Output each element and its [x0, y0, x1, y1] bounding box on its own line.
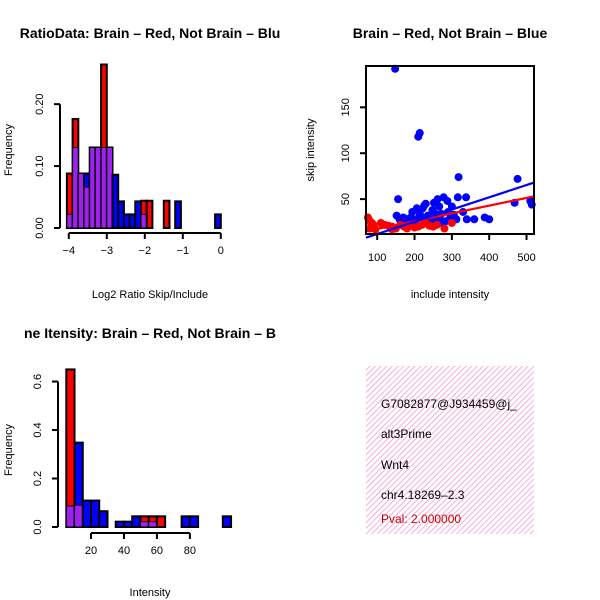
x-tick-label: 20	[85, 545, 97, 557]
histogram-bar	[188, 515, 200, 528]
genomic-location: chr4.18269–2.3	[381, 488, 465, 502]
histogram-bar	[145, 199, 154, 229]
ratio-histogram-axes: −4 −3 −2 −1 0 0.00 0.10 0.20	[34, 93, 224, 257]
ratio-histogram-title: RatioData: Brain – Red, Not Brain – Blu	[20, 25, 281, 41]
histogram-bar	[122, 520, 134, 529]
fit-line	[365, 195, 535, 233]
scatter-point	[440, 224, 449, 233]
y-tick-label: 0.10	[34, 155, 46, 176]
scatter-points	[363, 64, 536, 239]
scatter-title: Brain – Red, Not Brain – Blue	[353, 25, 548, 41]
scatter-xlabel: include intensity	[411, 289, 490, 301]
histogram-bar	[180, 515, 191, 528]
intensity-histogram-title: ne Itensity: Brain – Red, Not Brain – B	[24, 325, 276, 341]
histogram-bar	[174, 200, 182, 229]
x-tick-label: 500	[517, 252, 535, 264]
x-tick-label: 0	[218, 245, 224, 257]
scatter-ylabel: skip intensity	[305, 118, 317, 181]
x-tick-label: 400	[480, 252, 498, 264]
intensity-histogram-xlabel: Intensity	[130, 587, 171, 599]
histogram-bar	[214, 213, 222, 229]
y-tick-label: 0.00	[34, 217, 46, 238]
ratio-histogram: RatioData: Brain – Red, Not Brain – Blu …	[3, 25, 280, 301]
histogram-bar	[90, 499, 101, 528]
fit-line	[365, 181, 535, 239]
y-tick-label: 0.4	[32, 422, 44, 437]
ratio-histogram-bars	[65, 63, 222, 230]
histogram-bar	[221, 515, 233, 528]
histogram-bar	[114, 520, 125, 529]
scatter-axes: 100 200 300 400 500 50 100 150	[340, 65, 536, 264]
gene-name: Wnt4	[381, 458, 409, 472]
intensity-histogram: ne Itensity: Brain – Red, Not Brain – B …	[3, 325, 276, 599]
histogram-bar-overlap	[148, 521, 158, 528]
x-tick-label: 60	[151, 545, 163, 557]
scatter-point	[435, 202, 444, 211]
y-tick-label: 0.0	[32, 519, 44, 534]
scatter-frame	[365, 65, 535, 235]
histogram-bar-overlap	[74, 504, 84, 528]
histogram-bar	[98, 510, 109, 529]
intensity-histogram-ylabel: Frequency	[3, 424, 15, 476]
ratio-histogram-xlabel: Log2 Ratio Skip/Include	[92, 289, 208, 301]
y-tick-label: 0.6	[32, 374, 44, 389]
scatter-point	[470, 215, 479, 224]
scatter-point	[447, 218, 456, 227]
scatter-point	[462, 193, 471, 202]
histogram-bar	[131, 515, 142, 528]
pvalue: Pval: 2.000000	[381, 512, 461, 526]
x-tick-label: 200	[405, 252, 423, 264]
scatter-point	[462, 215, 471, 224]
intensity-histogram-axes: 20 40 60 80 0.0 0.2 0.4 0.6	[32, 374, 196, 557]
scatter-point	[443, 196, 452, 205]
scatter-point	[415, 129, 424, 138]
scatter-point	[485, 215, 494, 224]
y-tick-label: 0.20	[34, 93, 46, 114]
info-panel-background	[366, 366, 534, 534]
x-tick-label: −4	[63, 245, 76, 257]
x-tick-label: −2	[139, 245, 152, 257]
histogram-bar	[81, 499, 93, 528]
histogram-bar	[155, 515, 167, 528]
y-tick-label: 50	[340, 193, 352, 205]
scatter-point	[432, 220, 441, 229]
x-tick-label: 300	[443, 252, 461, 264]
ratio-histogram-ylabel: Frequency	[3, 124, 15, 176]
y-tick-label: 100	[340, 144, 352, 162]
histogram-bar-overlap	[65, 505, 76, 528]
y-tick-label: 0.2	[32, 471, 44, 486]
x-tick-label: −3	[101, 245, 114, 257]
x-tick-label: −1	[177, 245, 190, 257]
histogram-bar	[162, 199, 171, 229]
scatter-point	[421, 199, 430, 208]
event-id: G7082877@J934459@j_	[381, 397, 517, 411]
scatter-point	[513, 174, 522, 183]
scatter-point	[454, 173, 463, 182]
intensity-scatter: Brain – Red, Not Brain – Blue 100 200 300 4…	[305, 25, 547, 301]
x-tick-label: 80	[184, 545, 196, 557]
y-tick-label: 150	[340, 98, 352, 116]
info-panel: G7082877@J934459@j_ alt3Prime Wnt4 chr4.…	[366, 366, 534, 534]
histogram-bar-overlap	[139, 521, 150, 528]
event-type: alt3Prime	[381, 427, 432, 441]
scatter-point	[394, 195, 403, 204]
x-tick-label: 40	[118, 545, 130, 557]
intensity-histogram-bars	[65, 368, 233, 529]
histogram-bar	[65, 368, 76, 529]
x-tick-label: 100	[368, 252, 386, 264]
scatter-point	[412, 204, 421, 213]
scatter-point	[453, 193, 462, 202]
